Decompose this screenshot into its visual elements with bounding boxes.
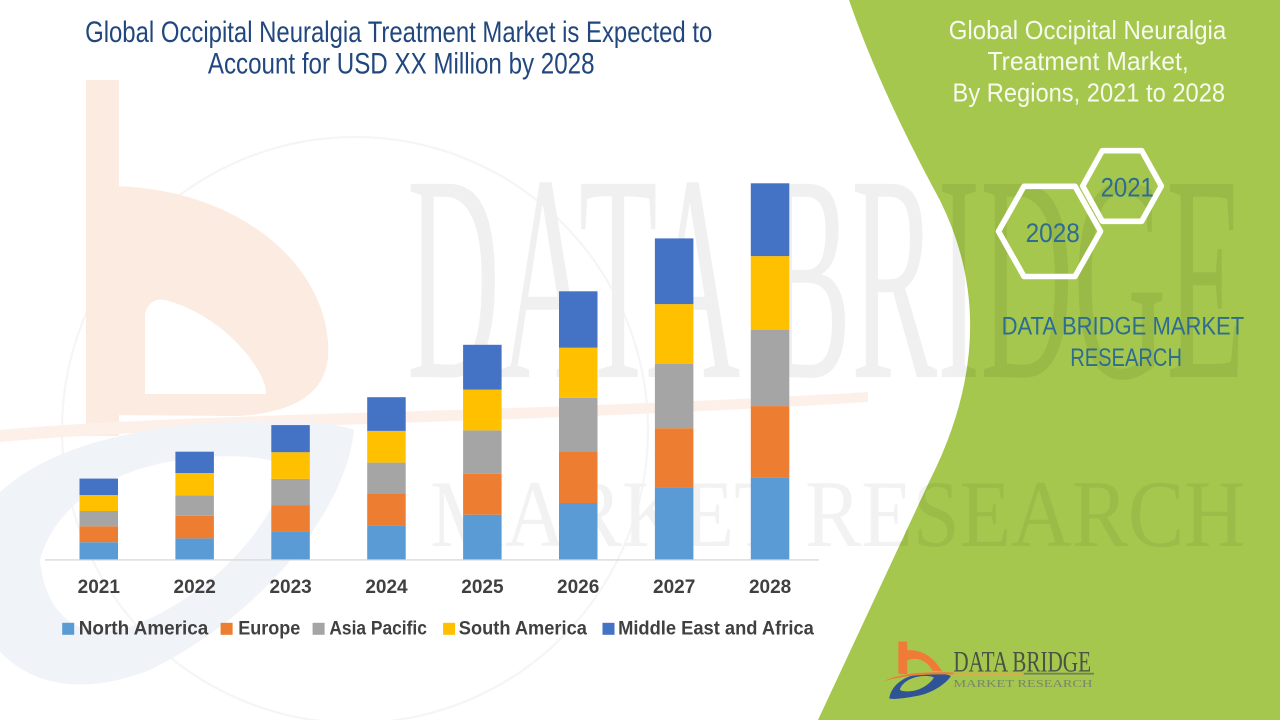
svg-text:RESEARCH: RESEARCH [1070,344,1182,372]
svg-text:2022: 2022 [174,577,216,598]
svg-text:2028: 2028 [1026,218,1080,248]
svg-text:2027: 2027 [653,577,695,598]
svg-text:DATA BRIDGE: DATA BRIDGE [953,645,1091,678]
svg-text:2021: 2021 [78,577,121,598]
svg-text:Asia Pacific: Asia Pacific [329,618,427,639]
svg-text:2026: 2026 [557,577,599,598]
svg-text:South America: South America [459,618,588,639]
svg-text:2025: 2025 [461,577,504,598]
svg-text:2024: 2024 [365,577,408,598]
svg-text:2021: 2021 [1101,172,1154,202]
svg-text:MARKET RESEARCH: MARKET RESEARCH [953,678,1092,690]
svg-text:Global Occipital Neuralgia: Global Occipital Neuralgia [949,15,1227,45]
svg-text:By Regions, 2021 to 2028: By Regions, 2021 to 2028 [953,77,1226,107]
svg-text:North America: North America [79,618,209,639]
svg-text:DATA BRIDGE MARKET: DATA BRIDGE MARKET [1002,313,1245,341]
svg-text:Middle East and Africa: Middle East and Africa [618,618,814,639]
svg-text:2023: 2023 [269,577,311,598]
svg-text:Global Occipital Neuralgia Tre: Global Occipital Neuralgia Treatment Mar… [85,16,712,49]
svg-text:Europe: Europe [238,618,300,639]
svg-text:Treatment Market,: Treatment Market, [987,46,1188,76]
svg-text:2028: 2028 [749,577,791,598]
svg-text:Account for USD XX Million by: Account for USD XX Million by 2028 [208,47,595,80]
